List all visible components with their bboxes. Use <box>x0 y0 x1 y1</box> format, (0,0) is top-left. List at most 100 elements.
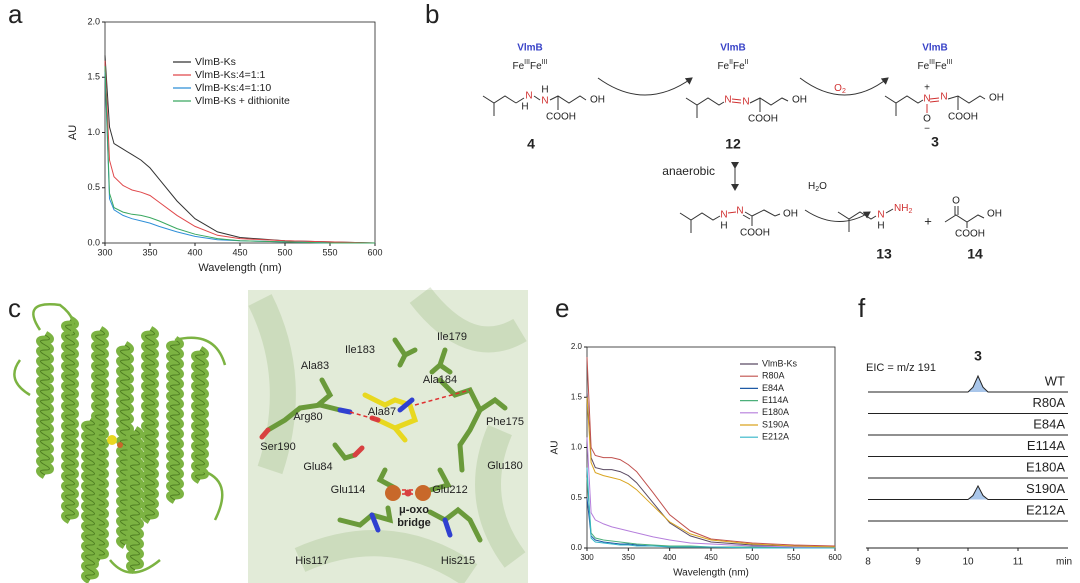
trace-label: E84A <box>1033 416 1065 431</box>
atom: N <box>923 94 930 105</box>
trace-label: WT <box>1045 373 1065 388</box>
series-line <box>586 477 835 549</box>
y-tick-label: 0.0 <box>571 543 583 552</box>
double-bond <box>929 100 940 103</box>
legend-label: VlmB-Ks <box>195 56 236 68</box>
peak-label: 3 <box>974 348 982 364</box>
atom: COOH <box>955 229 985 240</box>
iron-state: FeIIFeII <box>717 59 748 72</box>
loop <box>109 559 161 574</box>
x-tick-label: 11 <box>1013 557 1024 568</box>
iron <box>117 442 123 448</box>
compound-number: 4 <box>527 136 535 152</box>
active-site: Ile183 Ile179 Ala83 Ala184 Arg80 Ala87 Phe175 S… <box>248 286 528 583</box>
stick <box>265 402 343 433</box>
compound-number: 12 <box>725 136 741 152</box>
water: H2O <box>808 181 827 193</box>
x-tick-label: 450 <box>704 553 718 562</box>
series-line <box>586 467 835 549</box>
bond <box>947 95 986 104</box>
bond <box>685 97 725 106</box>
x-tick-label: 10 <box>962 557 974 568</box>
enzyme-label: VlmB <box>517 43 543 54</box>
sticks <box>259 337 508 543</box>
plot-frame <box>104 21 376 244</box>
subscript: 2 <box>908 208 912 215</box>
iron: Fe <box>733 61 745 72</box>
residue-label: Glu114 <box>331 484 366 496</box>
y-tick-label: 0.0 <box>87 237 100 247</box>
bond <box>515 97 525 104</box>
bond <box>837 211 877 220</box>
atom: H <box>877 221 884 232</box>
oxidation: III <box>524 59 530 66</box>
bond <box>482 95 517 104</box>
arrow <box>597 77 693 96</box>
loop <box>13 359 31 397</box>
double-bond <box>742 214 751 220</box>
y-tick-label: 0.5 <box>571 493 583 502</box>
y-axis-label: AU <box>67 125 79 140</box>
helix <box>475 424 526 568</box>
helix-edge <box>130 429 140 571</box>
reaction-scheme: VlmB FeIIIFeIII VlmB FeIIFeII VlmB FeIII… <box>482 43 1004 262</box>
oxidation: II <box>745 59 749 66</box>
atom: COOH <box>748 114 778 125</box>
trace <box>868 484 1068 500</box>
oxidation: III <box>947 59 953 66</box>
atom: O <box>819 181 827 192</box>
panel-label: f <box>858 293 866 323</box>
x-tick-label: 8 <box>865 557 871 568</box>
oxidant: O2 <box>834 83 846 95</box>
y-tick-label: 1.0 <box>571 443 583 452</box>
background-helices <box>248 286 527 583</box>
loop <box>32 303 75 336</box>
legend-label: E114A <box>762 395 788 405</box>
atom: N <box>724 95 731 106</box>
x-axis-label: Wavelength (nm) <box>198 262 281 274</box>
iron-sphere <box>385 485 401 501</box>
bond <box>751 209 781 217</box>
residue-label: His215 <box>441 555 475 567</box>
x-tick-label: 300 <box>580 553 594 562</box>
atom: H <box>808 181 815 192</box>
residue-label: Ile179 <box>437 331 467 343</box>
panel-label: e <box>555 293 569 323</box>
residue-label: Ala87 <box>368 406 396 418</box>
bond <box>944 214 985 223</box>
x-tick-label: 550 <box>322 247 337 257</box>
x-tick-label: 350 <box>142 247 157 257</box>
helix <box>294 530 478 583</box>
panel-label: c <box>8 293 21 323</box>
helix-edge <box>85 419 95 581</box>
atom: OH <box>590 95 605 106</box>
atom: OH <box>792 95 807 106</box>
charge: − <box>924 124 930 135</box>
helix-edge <box>95 329 105 561</box>
atom: O <box>834 83 842 94</box>
atom: N <box>525 91 532 102</box>
legend-label: VlmB-Ks:4=1:10 <box>195 82 271 94</box>
y-tick-label: 1.0 <box>87 127 100 137</box>
bond <box>885 208 894 214</box>
bridge-label: bridge <box>397 517 431 529</box>
trace <box>868 374 1068 393</box>
ligand <box>397 397 415 413</box>
x-tick-label: 500 <box>277 247 292 257</box>
residue-label: Arg80 <box>293 411 322 423</box>
series-line <box>104 66 375 244</box>
helix-edge <box>195 349 205 481</box>
ligand <box>107 435 117 445</box>
helix-edge <box>65 319 75 521</box>
residue-label: Ala184 <box>423 374 457 386</box>
trace-label: E180A <box>1026 459 1065 474</box>
legend-label: VlmB-Ks:4=1:1 <box>195 69 265 81</box>
series-line <box>104 60 376 244</box>
x-axis-label: Wavelength (nm) <box>673 568 749 579</box>
y-tick-label: 0.5 <box>87 182 100 192</box>
oxygen-sphere <box>404 489 412 497</box>
stick <box>427 467 452 493</box>
stick <box>259 427 271 440</box>
bond <box>549 95 587 104</box>
